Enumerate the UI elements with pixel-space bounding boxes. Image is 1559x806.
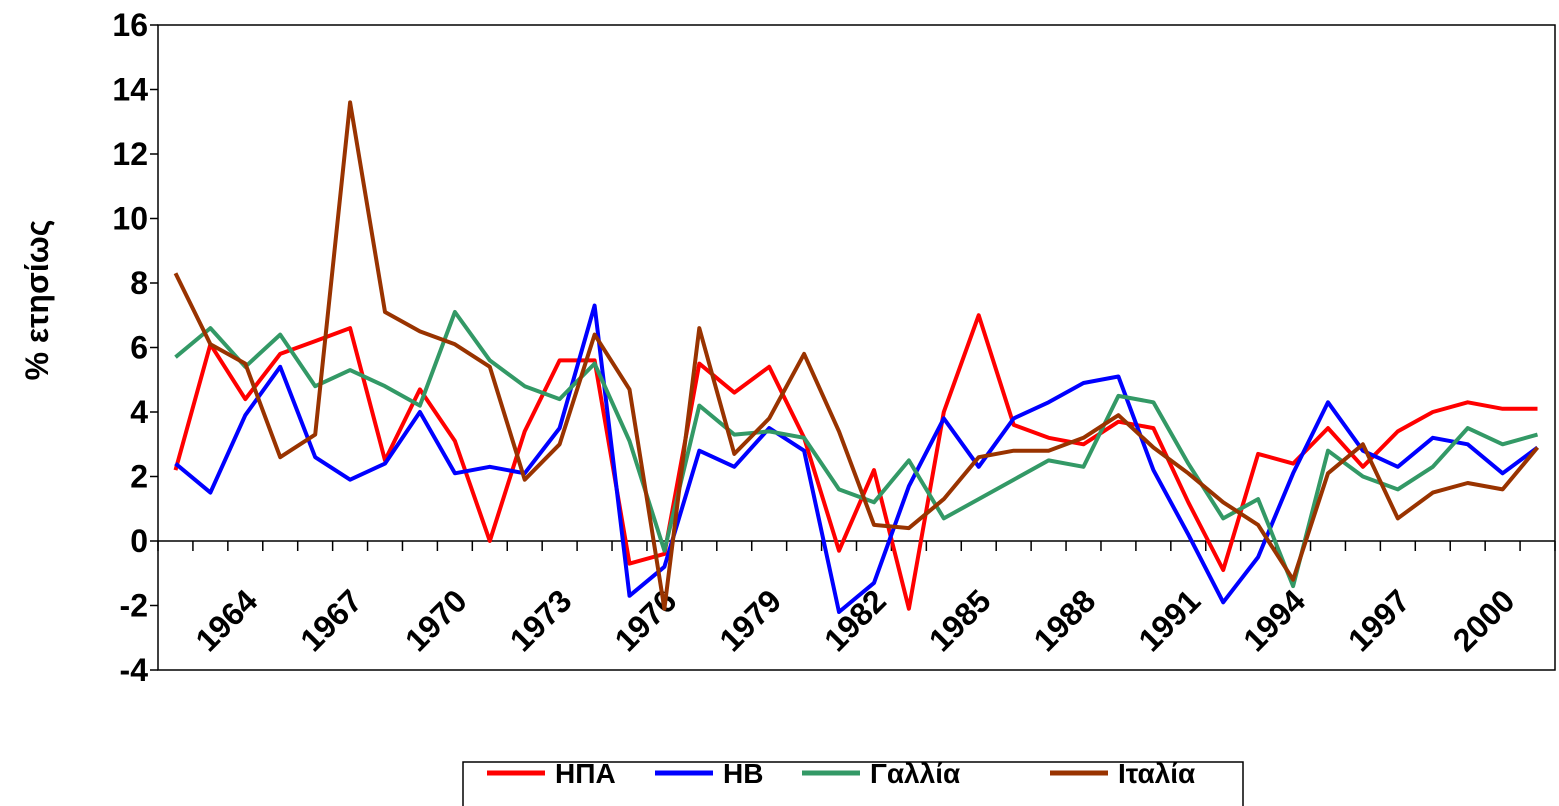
y-tick-label: -2: [120, 588, 148, 624]
y-tick-label: 4: [130, 394, 148, 430]
x-tick-label: 1991: [1131, 582, 1207, 658]
series-line: [174, 303, 1539, 614]
y-tick-label: 8: [130, 265, 148, 301]
y-tick-label: 16: [112, 7, 148, 43]
x-tick-label: 1970: [398, 582, 474, 658]
x-tick-label: 1976: [608, 582, 684, 658]
y-tick-label: 6: [130, 330, 148, 366]
legend-label: Γαλλία: [870, 758, 960, 789]
legend-label: ΗΠΑ: [555, 758, 616, 789]
series-line: [173, 100, 1540, 611]
x-tick-label: 1964: [188, 582, 264, 658]
y-tick-label: 10: [112, 201, 148, 237]
legend-label: Ιταλία: [1118, 758, 1195, 789]
x-tick-label: 1982: [817, 582, 893, 658]
series-line: [174, 310, 1539, 589]
legend-box: [462, 761, 1244, 806]
y-tick-label: 0: [130, 523, 148, 559]
y-tick-label: -4: [120, 652, 149, 688]
x-tick-label: 1994: [1236, 582, 1312, 658]
y-tick-label: 2: [130, 459, 148, 495]
plot-area: [157, 24, 1556, 671]
x-tick-label: 2000: [1446, 582, 1522, 658]
x-tick-label: 1967: [293, 582, 369, 658]
y-axis-title: % ετησίως: [19, 220, 55, 381]
y-tick-label: 14: [112, 72, 148, 108]
x-tick-label: 1979: [712, 582, 788, 658]
x-tick-label: 1988: [1027, 582, 1103, 658]
y-tick-label: 12: [112, 136, 148, 172]
series-line: [173, 313, 1538, 611]
x-tick-label: 1973: [503, 582, 579, 658]
legend-label: ΗΒ: [723, 758, 763, 789]
x-tick-label: 1997: [1341, 582, 1417, 658]
x-tick-label: 1985: [922, 582, 998, 658]
